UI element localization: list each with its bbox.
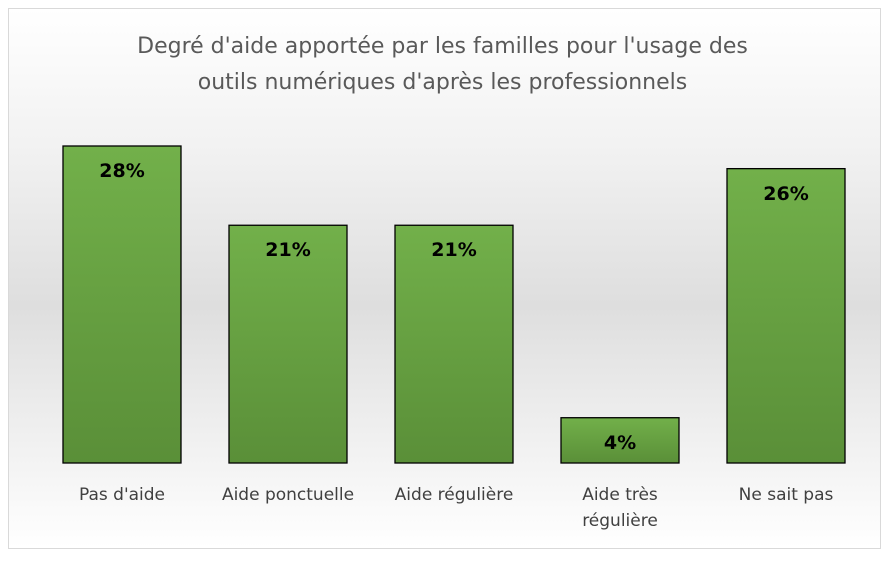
bar xyxy=(726,167,846,464)
x-tick-label: Aide très régulière xyxy=(582,485,658,531)
value-label: 21% xyxy=(431,239,477,262)
value-label: 26% xyxy=(763,182,809,205)
chart-title: outils numériques d'après les profession… xyxy=(197,70,688,95)
x-tick-label: Aide ponctuelle xyxy=(221,485,355,505)
x-tick-label: Ne sait pas xyxy=(738,485,834,505)
value-label: 4% xyxy=(603,431,637,454)
x-tick-label: Aide régulière xyxy=(394,485,514,505)
value-label: 28% xyxy=(99,160,145,182)
chart-title: Degré d'aide apportée par les familles p… xyxy=(137,34,748,59)
bar xyxy=(560,417,680,464)
bar xyxy=(394,224,514,464)
x-tick-label: Pas d'aide xyxy=(78,485,166,505)
bar xyxy=(62,145,182,464)
value-label: 21% xyxy=(265,239,311,262)
bar xyxy=(228,224,348,464)
